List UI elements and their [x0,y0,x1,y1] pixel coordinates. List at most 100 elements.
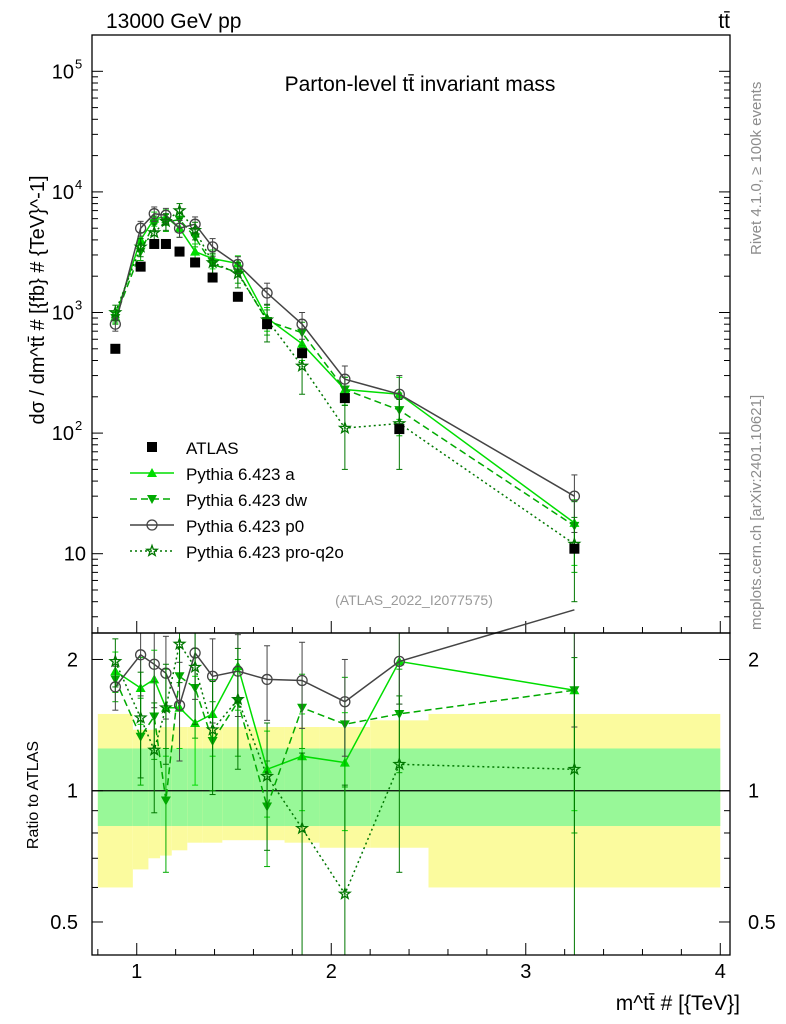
series-point [339,373,351,385]
series-point [393,388,405,400]
series-point [173,222,186,234]
series-point [296,318,308,330]
ratio-point [172,636,187,651]
atlas-point [569,543,580,554]
ratio-point [294,820,310,835]
ratio-point [173,699,186,711]
ratio-tick-label: 0.5 [50,912,78,934]
ratio-point [205,722,220,736]
y-axis-label: dσ / dm^tt̄ # [{fb} # {TeV}^-1] [27,175,49,424]
atlas-point [149,238,160,249]
series-point [337,420,352,435]
y-tick-label: 10 [52,61,74,83]
y-tick-exponent: 2 [75,418,82,433]
ratio-point [147,742,162,756]
y-tick-label: 10 [52,182,74,204]
ratio-point [148,658,160,670]
rivet-label: Rivet 4.1.0, ≥ 100k events [748,82,765,255]
series-point [108,305,123,319]
ratio-point [393,655,405,668]
x-axis-label: m^tt̄ # [{TeV}] [616,992,740,1015]
legend-marker-atlas [147,442,157,452]
ratio-point [134,649,147,661]
ratio-tick-label: 2 [67,649,78,671]
ratio-tick-label-right: 2 [748,649,759,671]
legend-marker [146,519,158,531]
ratio-point [259,768,275,783]
ratio-uncertainty-bands [92,713,730,888]
ratio-point [188,659,203,674]
ratio-point [392,756,407,771]
series-point [133,239,148,253]
y-tick-label: 10 [52,423,74,445]
ratio-point [296,674,308,687]
series-point [190,246,201,256]
series-point [568,490,581,502]
ratio-point [337,886,352,900]
series-point [172,203,187,217]
x-tick-label: 2 [326,961,337,983]
process-label: tt̄ [718,10,730,33]
legend: ATLAS Pythia 6.423 a Pythia 6.423 dw Pythia… [130,439,344,562]
series-point [230,266,245,280]
ratio-point [339,696,351,708]
legend-label: Pythia 6.423 pro-q2o [186,543,344,562]
series-point [294,358,310,373]
ratio-axis-label: Ratio to ATLAS [25,741,42,849]
series-point [188,222,203,237]
series-point [158,213,173,228]
analysis-id: (ATLAS_2022_I2077575) [335,592,493,608]
atlas-point [297,348,308,359]
atlas-point [207,272,218,283]
beam-label: 13000 GeV pp [106,10,241,33]
series-point [148,208,160,220]
ratio-point [160,796,171,806]
series-4 [108,203,582,956]
site-label: mcplots.cern.ch [arXiv:2401.10621] [748,395,765,630]
atlas-point [160,238,171,249]
atlas-point [190,257,201,268]
ratio-point [206,670,219,682]
ratio-point [133,710,148,724]
atlas-point [262,319,273,330]
legend-marker [147,495,157,504]
y-tick-label: 10 [64,544,86,566]
y-tick-label: 10 [52,303,74,325]
x-tick-label: 3 [520,961,531,983]
ratio-tick-label: 1 [67,781,78,803]
inner-band-bin [253,748,285,827]
atlas-point [232,291,243,302]
series-point [205,255,220,269]
ratio-point [158,700,173,714]
main-title: Parton-level tt̄ invariant mass [285,73,556,96]
legend-marker [144,543,160,557]
series-point [134,222,147,234]
atlas-data-points [110,238,580,554]
ratio-tick-label-right: 1 [748,781,759,803]
series-point [147,225,162,239]
ratio-point [230,691,245,706]
inner-band-bin [171,748,188,827]
series-point [206,241,219,253]
ratio-point [567,761,582,776]
series-point [261,287,273,299]
legend-label-atlas: ATLAS [186,439,239,458]
inner-band-bin [97,748,133,827]
ratio-point [261,673,273,686]
atlas-point [174,246,185,257]
y-tick-exponent: 3 [75,298,82,313]
legend-label: Pythia 6.423 dw [186,491,308,510]
ratio-axis-ticks: 0.5 0.5 1 1 2 2 [50,649,776,934]
legend-marker [147,468,157,477]
ratio-point [108,654,123,668]
legend-label: Pythia 6.423 a [186,465,295,484]
ratio-tick-label-right: 0.5 [748,912,776,934]
ratio-frame [91,632,731,956]
atlas-point [110,343,121,354]
legend-label: Pythia 6.423 p0 [186,517,304,536]
inner-band-bin [132,748,149,827]
inner-band-bin [187,748,203,827]
y-tick-exponent: 5 [75,56,82,71]
